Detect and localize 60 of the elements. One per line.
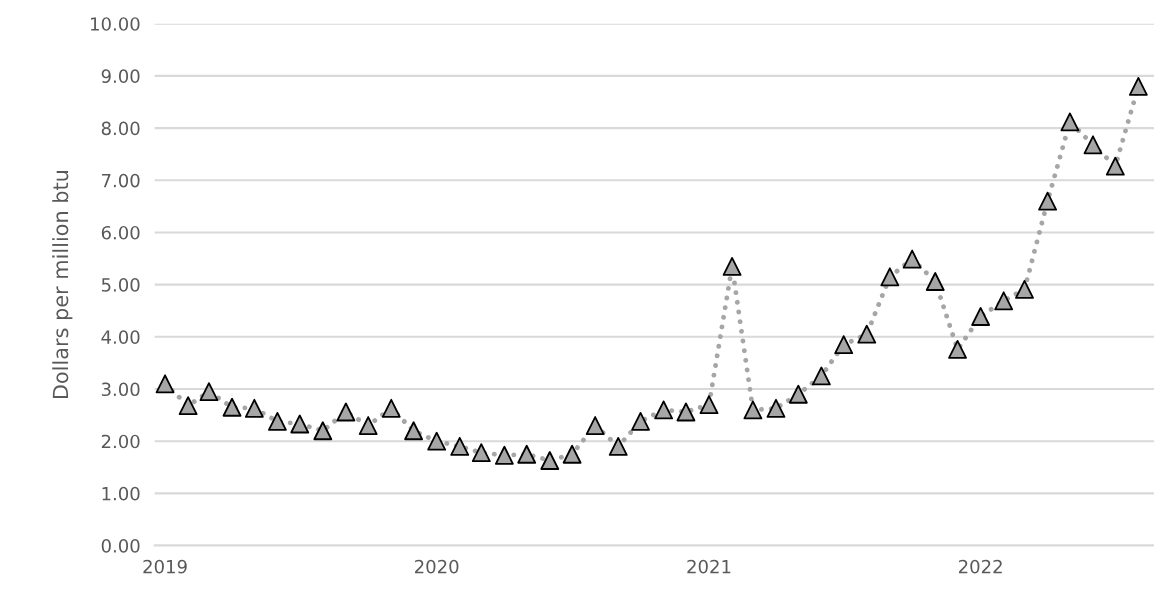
point	[1015, 279, 1034, 299]
point	[766, 398, 786, 418]
y-tick-label: 6.00	[101, 225, 140, 240]
y-tick-label: 3.00	[101, 382, 140, 397]
point	[994, 291, 1014, 311]
point	[471, 443, 491, 463]
point	[676, 402, 696, 422]
point	[788, 384, 808, 404]
point	[178, 396, 198, 416]
point	[722, 256, 742, 276]
point	[381, 398, 401, 418]
point	[450, 436, 470, 456]
point	[1038, 191, 1058, 211]
point	[880, 267, 900, 287]
y-tick-label: 1.00	[102, 486, 140, 501]
point	[811, 366, 831, 386]
point	[427, 431, 447, 451]
x-tick-label: 2022	[958, 559, 1002, 574]
point	[834, 335, 854, 355]
point	[654, 400, 674, 420]
point	[540, 451, 560, 470]
point	[268, 411, 287, 431]
point	[608, 436, 628, 456]
point	[313, 421, 333, 441]
x-tick-label: 2020	[415, 559, 459, 574]
point	[336, 402, 356, 422]
point	[244, 398, 264, 418]
point	[358, 416, 378, 435]
point	[1128, 76, 1148, 96]
point	[948, 339, 967, 359]
y-tick-label: 9.00	[101, 69, 140, 84]
point	[1060, 112, 1080, 132]
point	[155, 374, 175, 394]
y-tick-label: 10.00	[91, 17, 140, 31]
point	[971, 307, 991, 326]
point	[222, 397, 242, 417]
x-tick-label: 2021	[687, 559, 731, 574]
y-tick-label: 4.00	[101, 330, 140, 344]
y-tick-label: 5.00	[101, 278, 140, 292]
point	[925, 272, 945, 291]
y-tick-label: 8.00	[101, 121, 140, 136]
point	[517, 444, 537, 464]
point	[562, 444, 582, 464]
point	[585, 416, 605, 435]
point	[631, 411, 650, 431]
point	[857, 324, 877, 344]
point	[902, 249, 922, 269]
point	[404, 421, 424, 441]
point	[743, 400, 763, 420]
point	[699, 395, 719, 415]
point	[290, 414, 310, 434]
y-axis-title: Dollars per million btu	[52, 171, 73, 399]
point	[494, 445, 514, 465]
y-tick-label: 2.00	[101, 434, 140, 449]
point	[1083, 135, 1103, 155]
y-tick-label: 0.00	[101, 539, 140, 553]
point	[199, 382, 219, 402]
y-tick-label: 7.00	[102, 173, 140, 188]
point	[1105, 156, 1125, 176]
x-tick-label: 2019	[143, 559, 187, 574]
